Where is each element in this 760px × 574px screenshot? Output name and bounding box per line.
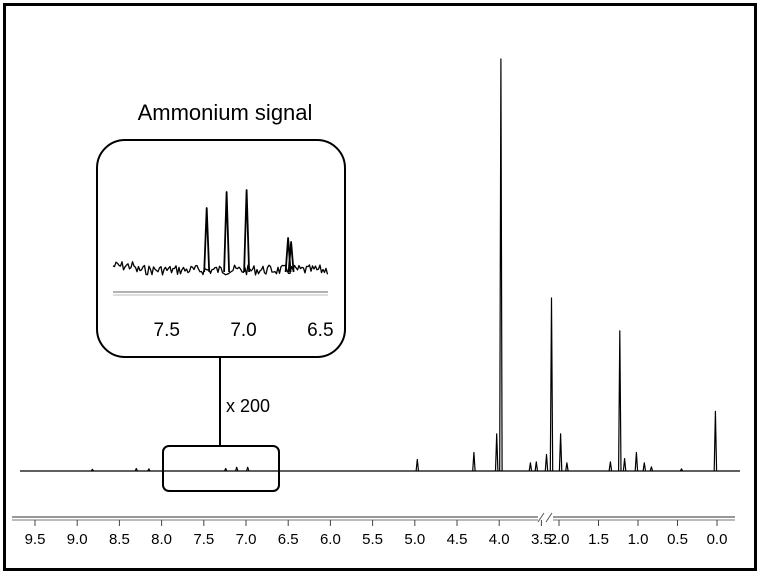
inset-box [96,139,346,358]
x-tick-label: 1.0 [628,531,649,548]
x-tick-label: 6.0 [320,531,341,548]
inset-tick-label: 6.5 [307,320,333,341]
x-tick-label: 9.0 [67,531,88,548]
x-tick-label: 4.0 [489,531,510,548]
x-tick-label: 3.5 [531,531,552,548]
inset-zoom: 7.5 7.0 6.5 [96,139,346,492]
x-tick-label: 9.5 [25,531,46,548]
x-tick-label: 7.5 [193,531,214,548]
inset-baseline-noise [112,261,329,276]
x-axis: 9.5 9.0 8.5 8.0 7.5 7.0 6.5 6.0 5.5 5.0 4.5 4.0 3.52… [12,512,735,548]
x-tick-label: 0.5 [667,531,688,548]
spectrum-line [20,58,740,472]
x-tick-label: 4.5 [447,531,468,548]
magnification-label: x 200 [226,396,271,416]
inset-tick-label: 7.0 [230,320,256,341]
x-tick-label: 5.5 [362,531,383,548]
inset-tick-label: 7.5 [154,320,180,341]
axis-break-mark [537,512,553,523]
inset-peak [287,241,295,273]
x-tick-label: 1.5 [588,531,609,548]
x-tick-label: 5.0 [404,531,425,548]
inset-title: Ammonium signal [137,100,313,125]
x-tick-label: 2.0 [549,531,570,548]
inset-peak [223,191,230,273]
x-tick-label: 8.0 [151,531,172,548]
x-tick-label: 7.0 [236,531,257,548]
x-tick-label: 0.0 [707,531,728,548]
x-tick-label: 6.5 [278,531,299,548]
inset-peak [243,189,250,273]
inset-peak [203,207,211,273]
x-tick-label: 8.5 [109,531,130,548]
main-spectrum [20,58,740,472]
highlight-box [162,445,280,492]
